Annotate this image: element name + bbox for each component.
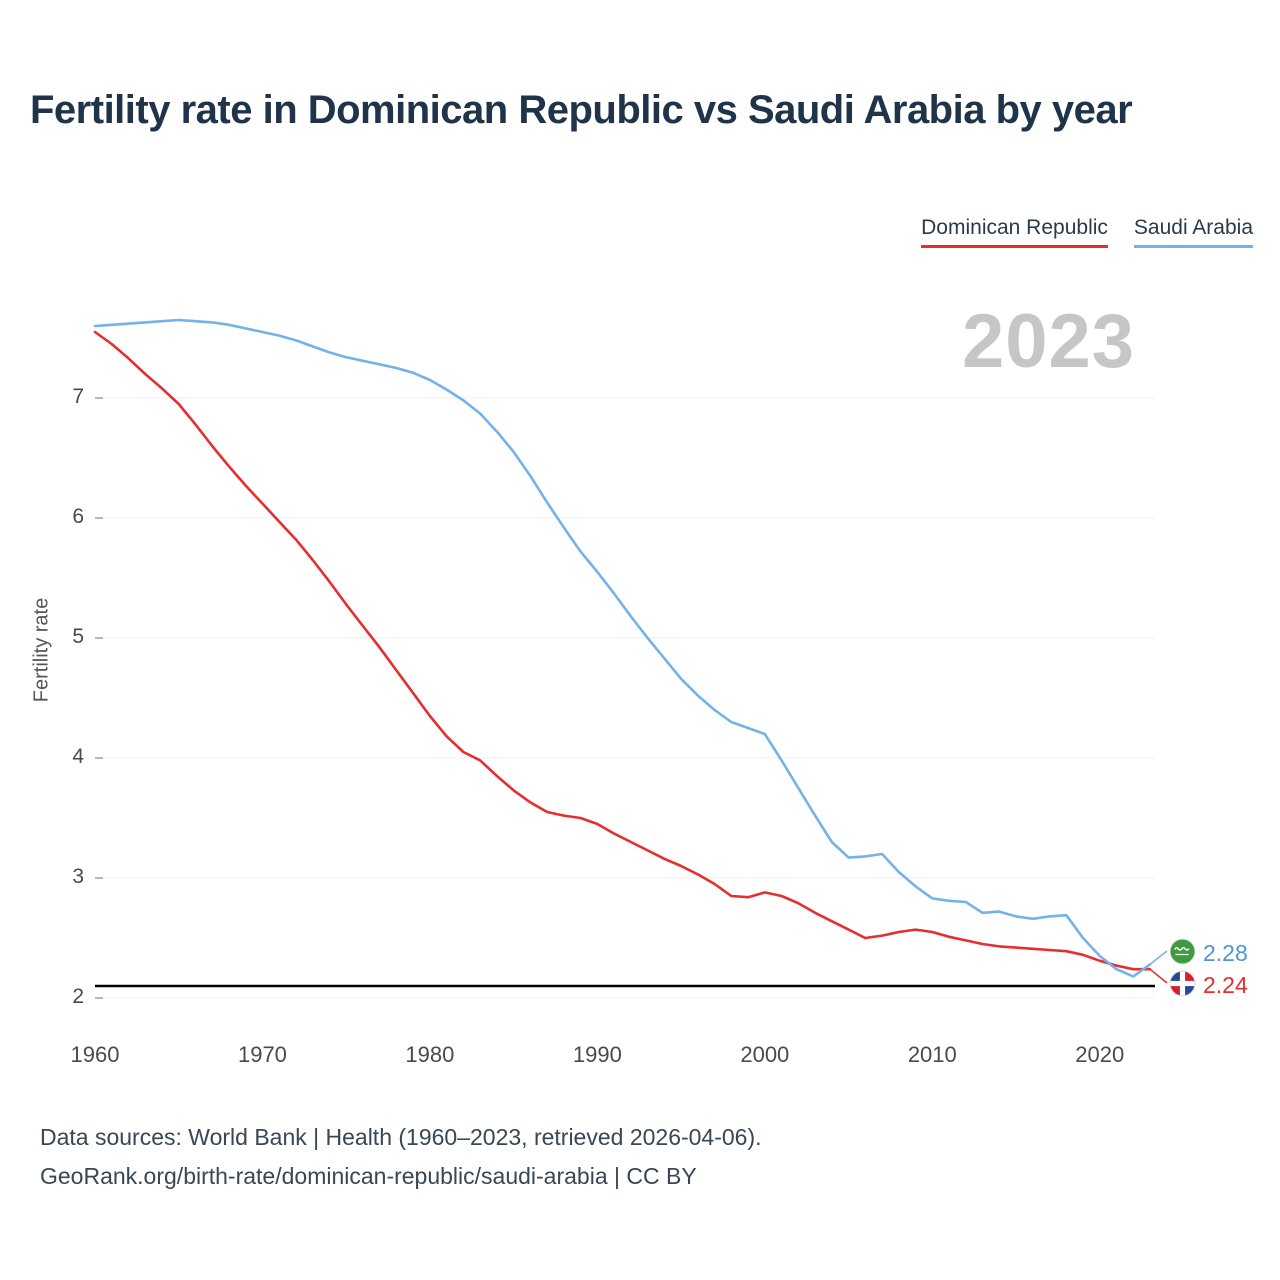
caption-line-2: GeoRank.org/birth-rate/dominican-republi… — [40, 1163, 697, 1190]
legend-item-saudi-arabia[interactable]: Saudi Arabia — [1133, 216, 1253, 248]
x-tick-label: 1960 — [70, 1042, 120, 1067]
dominican-republic-latest-value: 2.24 — [1203, 972, 1248, 998]
legend-item-dominican-republic[interactable]: Dominican Republic — [921, 216, 1108, 248]
y-tick-label: 3 — [72, 865, 84, 888]
x-tick-label: 2000 — [740, 1042, 790, 1067]
dominican-republic-flag-icon — [1169, 970, 1196, 997]
x-tick-label: 2020 — [1075, 1042, 1125, 1067]
page-title: Fertility rate in Dominican Republic vs … — [30, 88, 1133, 132]
legend: Dominican Republic Saudi Arabia — [921, 216, 1253, 248]
x-tick-label: 1970 — [237, 1042, 287, 1067]
data-sources-caption: Data sources: World Bank | Health (1960–… — [40, 1118, 762, 1196]
y-tick-label: 7 — [72, 385, 84, 408]
saudi-arabia-latest-value: 2.28 — [1203, 940, 1248, 966]
watermark-year: 2023 — [962, 299, 1136, 384]
y-axis-title: Fertility rate — [30, 597, 53, 703]
saudi-arabia-flag-icon — [1169, 938, 1196, 965]
caption-line-1: Data sources: World Bank | Health (1960–… — [40, 1124, 762, 1150]
x-tick-label: 2010 — [907, 1042, 957, 1067]
y-tick-label: 6 — [72, 505, 84, 528]
y-tick-label: 4 — [72, 745, 84, 768]
y-tick-label: 2 — [72, 985, 84, 1008]
x-tick-label: 1990 — [572, 1042, 622, 1067]
x-tick-label: 1980 — [405, 1042, 455, 1067]
